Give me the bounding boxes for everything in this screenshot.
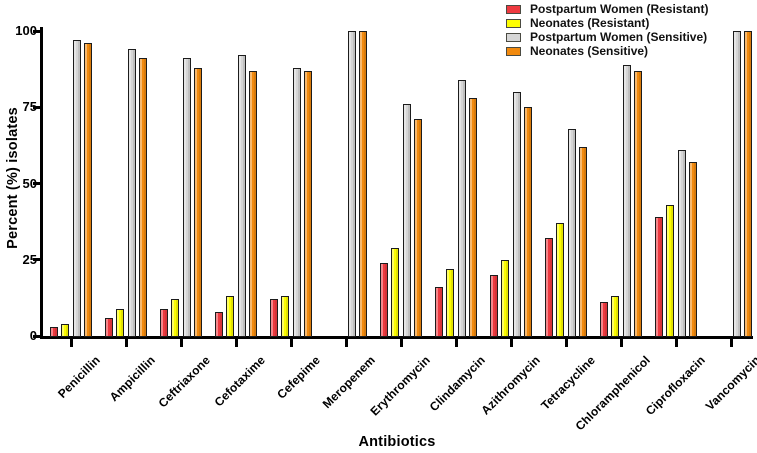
x-tick-mark xyxy=(564,339,568,347)
bar-ampicillin-series2 xyxy=(127,49,136,337)
bar-penicillin-series3 xyxy=(84,43,93,337)
legend-label: Postpartum Women (Sensitive) xyxy=(530,30,708,44)
y-tick-label: 75 xyxy=(22,99,37,115)
bar-cefotaxime-series2 xyxy=(237,55,246,337)
bar-cefepime-series1 xyxy=(281,296,290,337)
y-tick-mark xyxy=(33,29,40,33)
bar-penicillin-series2 xyxy=(72,40,81,337)
bar-tetracycline-series1 xyxy=(556,223,565,337)
bar-meropenem-series3 xyxy=(359,31,368,337)
legend-item: Postpartum Women (Resistant) xyxy=(506,2,709,16)
legend-label: Neonates (Sensitive) xyxy=(530,44,649,58)
y-tick-mark xyxy=(33,105,40,109)
bar-azithromycin-series2 xyxy=(512,92,521,337)
x-tick-mark xyxy=(729,339,733,347)
legend: Postpartum Women (Resistant) Neonates (Re… xyxy=(506,2,709,60)
bar-penicillin-series1 xyxy=(61,324,70,337)
legend-swatch xyxy=(506,33,521,42)
bar-ciprofloxacin-series0 xyxy=(654,217,663,337)
category-label: Penicillin xyxy=(55,353,103,401)
legend-swatch xyxy=(506,19,521,28)
bar-erythromycin-series1 xyxy=(391,248,400,337)
bar-tetracycline-series0 xyxy=(544,238,553,337)
y-tick-label: 100 xyxy=(15,23,37,38)
bar-ampicillin-series3 xyxy=(139,58,148,337)
x-tick-mark xyxy=(179,339,183,347)
bar-tetracycline-series3 xyxy=(579,147,588,337)
legend-item: Neonates (Sensitive) xyxy=(506,44,708,58)
bar-ceftriaxone-series3 xyxy=(194,68,203,337)
bar-clindamycin-series3 xyxy=(469,98,478,337)
bar-azithromycin-series3 xyxy=(524,107,533,337)
bar-penicillin-series0 xyxy=(49,327,58,337)
bar-ampicillin-series0 xyxy=(104,318,113,337)
bar-cefotaxime-series0 xyxy=(214,312,223,337)
x-axis-title: Antibiotics xyxy=(358,434,436,450)
y-tick-mark xyxy=(33,258,40,262)
legend-label: Neonates (Resistant) xyxy=(530,16,650,30)
x-tick-mark xyxy=(454,339,458,347)
x-axis-line xyxy=(40,336,753,339)
bar-tetracycline-series2 xyxy=(567,129,576,337)
bar-cefotaxime-series1 xyxy=(226,296,235,337)
bar-cefepime-series3 xyxy=(304,71,313,337)
bar-ampicillin-series1 xyxy=(116,309,125,337)
x-tick-mark xyxy=(619,339,623,347)
bar-vancomycin-series3 xyxy=(744,31,753,337)
bar-ceftriaxone-series2 xyxy=(182,58,191,337)
x-tick-mark xyxy=(344,339,348,347)
bar-azithromycin-series1 xyxy=(501,260,510,337)
bar-clindamycin-series1 xyxy=(446,269,455,337)
y-tick-mark xyxy=(33,182,40,185)
x-tick-mark xyxy=(234,339,238,347)
bar-chloramphenicol-series2 xyxy=(622,65,631,337)
y-tick-mark xyxy=(33,334,40,338)
bar-azithromycin-series0 xyxy=(489,275,498,337)
bar-erythromycin-series2 xyxy=(402,104,411,337)
bar-ciprofloxacin-series1 xyxy=(666,205,675,337)
bar-ceftriaxone-series1 xyxy=(171,299,180,337)
y-tick-label: 25 xyxy=(22,251,37,267)
x-tick-mark xyxy=(289,339,293,347)
x-tick-mark xyxy=(674,339,678,347)
bar-ceftriaxone-series0 xyxy=(159,309,168,337)
bar-clindamycin-series2 xyxy=(457,80,466,337)
bar-vancomycin-series2 xyxy=(732,31,741,337)
x-tick-mark xyxy=(124,339,128,347)
bar-erythromycin-series3 xyxy=(414,119,423,337)
legend-label: Postpartum Women (Resistant) xyxy=(530,2,709,16)
legend-swatch xyxy=(506,47,521,56)
bar-meropenem-series2 xyxy=(347,31,356,337)
bar-ciprofloxacin-series2 xyxy=(677,150,686,337)
y-tick-label: 0 xyxy=(0,328,37,344)
bar-erythromycin-series0 xyxy=(379,263,388,337)
y-axis-line xyxy=(40,27,43,339)
bar-cefotaxime-series3 xyxy=(249,71,258,337)
bar-cefepime-series0 xyxy=(269,299,278,337)
bar-clindamycin-series0 xyxy=(434,287,443,337)
legend-item: Postpartum Women (Sensitive) xyxy=(506,30,708,44)
bar-chloramphenicol-series0 xyxy=(599,302,608,337)
x-tick-mark xyxy=(399,339,403,347)
x-tick-mark xyxy=(509,339,513,347)
bar-ciprofloxacin-series3 xyxy=(689,162,698,337)
bar-chloramphenicol-series3 xyxy=(634,71,643,337)
x-tick-mark xyxy=(69,339,73,347)
bar-cefepime-series2 xyxy=(292,68,301,337)
bar-chloramphenicol-series1 xyxy=(611,296,620,337)
legend-swatch xyxy=(506,5,521,14)
legend-item: Neonates (Resistant) xyxy=(506,16,708,30)
y-tick-label: 50 xyxy=(22,175,37,191)
